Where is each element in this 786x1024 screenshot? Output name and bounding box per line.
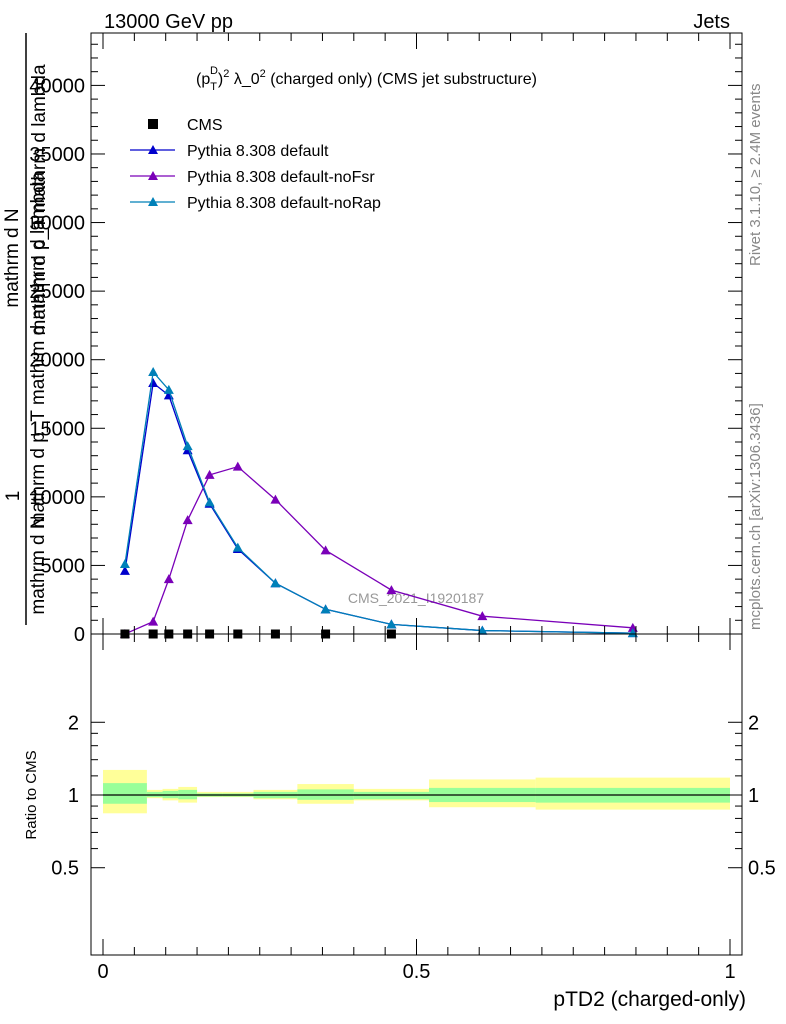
legend-marker	[148, 145, 158, 154]
series-point	[627, 628, 638, 638]
series-point	[163, 384, 174, 394]
series-point	[119, 559, 130, 569]
series-point	[270, 494, 281, 504]
series-point	[182, 515, 193, 525]
legend-label-cms: CMS	[187, 117, 223, 134]
series-point	[182, 441, 193, 451]
legend-marker	[148, 171, 158, 180]
y-tick-label: 25000	[29, 281, 85, 303]
series-point	[386, 619, 397, 629]
y-tick-label: 30000	[29, 213, 85, 235]
ratio-stat-band	[103, 783, 147, 804]
watermark: CMS_2021_I1920187	[348, 590, 484, 606]
ratio-y-tick-label: 0.5	[51, 858, 79, 880]
series-line	[124, 465, 633, 635]
series-point	[148, 378, 159, 388]
legend-marker	[148, 197, 158, 206]
series-point	[232, 461, 243, 471]
series-point	[204, 497, 215, 507]
y-label-numerator: 1	[3, 491, 24, 502]
y-tick-label: 15000	[29, 418, 85, 440]
ratio-y-tick-label: 2	[68, 712, 79, 734]
series-point	[320, 545, 331, 555]
x-tick-label: 0.5	[403, 961, 431, 983]
legend-label: Pythia 8.308 default-noFsr	[187, 169, 375, 186]
x-tick-label: 1	[724, 961, 735, 983]
y-label-denominator: mathrm d N	[28, 515, 49, 614]
series-point	[320, 604, 331, 614]
series-point	[148, 367, 159, 377]
y-tick-label: 0	[74, 624, 85, 646]
y-tick-label: 5000	[41, 555, 86, 577]
main-y-label: 1 mathrm d N mathrm d p_T mathrm d lambd…	[2, 33, 50, 625]
category-label: Jets	[693, 11, 730, 33]
series-point	[477, 611, 488, 621]
ratio-y-label: Ratio to CMS	[23, 750, 40, 839]
y-tick-label: 35000	[29, 144, 85, 166]
ratio-y-tick-label: 1	[68, 785, 79, 807]
legend-label: Pythia 8.308 default-noRap	[187, 195, 381, 212]
x-tick-label: 0	[97, 961, 108, 983]
ratio-y-tick-label: 1	[748, 785, 759, 807]
series-point	[477, 625, 488, 635]
energy-label: 13000 GeV pp	[104, 11, 233, 33]
ratio-y-tick-label: 2	[748, 712, 759, 734]
y-label-line3: mathrm d p_T mathrm d mathrm d lambda	[28, 171, 49, 528]
series-point	[627, 622, 638, 632]
series-point	[232, 542, 243, 552]
y-tick-label: 40000	[29, 75, 85, 97]
y-label-line1: mathrm d N	[2, 208, 23, 307]
legend-label: Pythia 8.308 default	[187, 143, 329, 160]
ratio-y-tick-label: 0.5	[748, 858, 776, 880]
series-point	[148, 616, 159, 626]
series-point	[163, 574, 174, 584]
x-label: pTD2 (charged-only)	[553, 988, 746, 1011]
mcplots-label: mcplots.cern.ch [arXiv:1306.3436]	[747, 403, 764, 630]
y-label-line2: mathrm d p_T mathrm d lambda	[29, 64, 50, 335]
series-point	[270, 578, 281, 588]
rivet-label: Rivet 3.1.10, ≥ 2.4M events	[747, 84, 764, 267]
chart-title: (pTD)2 λ_02 (charged only) (CMS jet subs…	[196, 65, 537, 93]
y-tick-label: 20000	[29, 350, 85, 372]
series-point	[119, 565, 130, 575]
series-point	[204, 469, 215, 479]
series-point	[386, 585, 397, 595]
y-tick-label: 10000	[29, 487, 85, 509]
legend-marker-cms	[148, 119, 158, 129]
